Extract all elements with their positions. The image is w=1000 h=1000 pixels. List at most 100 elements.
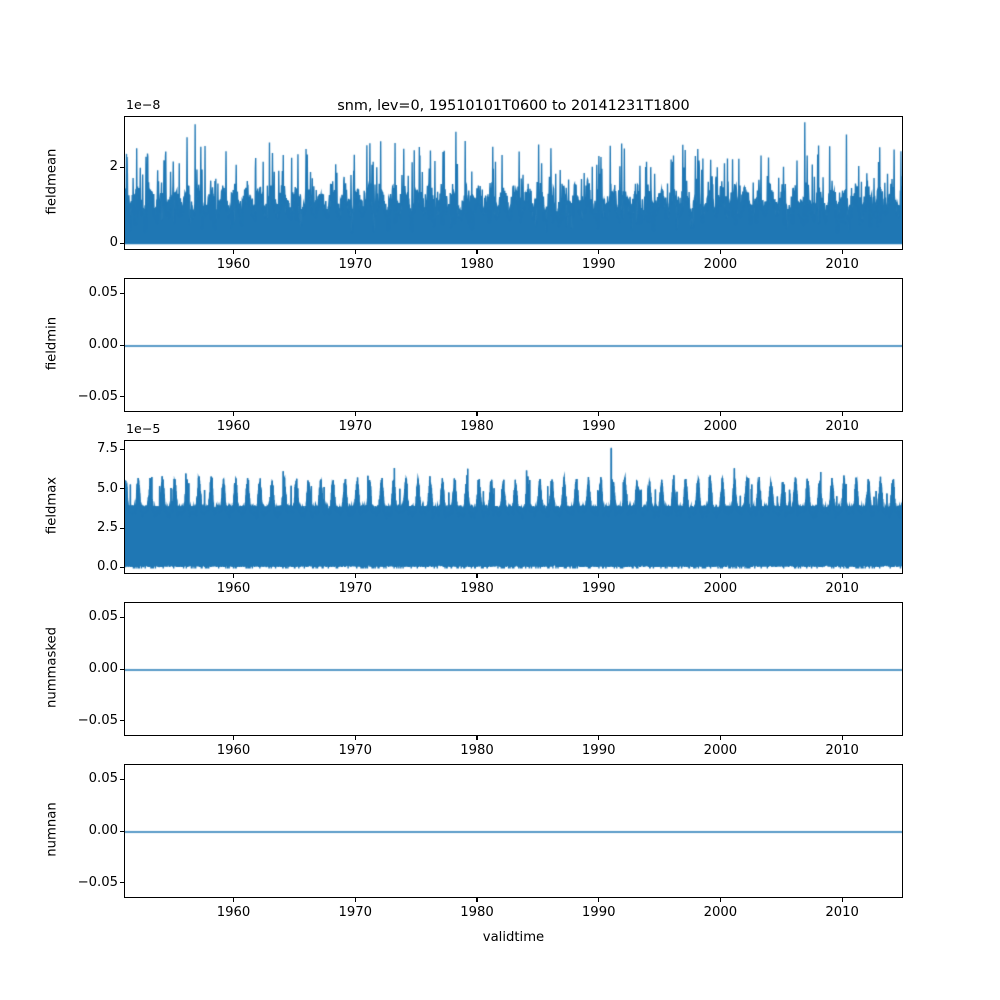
x-tick-mark — [719, 250, 722, 254]
y-tick-label: 0.00 — [88, 337, 118, 352]
y-tick-label: 0.0 — [97, 559, 118, 575]
x-tick-mark — [354, 898, 356, 902]
x-tick-label: 1970 — [338, 581, 373, 596]
series-fieldmax — [125, 441, 902, 573]
y-tick-mark — [120, 668, 124, 670]
x-tick-mark — [841, 574, 843, 578]
y-tick-label: 5.0 — [97, 480, 118, 496]
y-tick-mark — [120, 396, 124, 398]
x-axis-label: validtime — [482, 930, 545, 945]
x-tick-label: 2000 — [703, 581, 738, 596]
plot-area-fieldmean — [124, 116, 903, 250]
x-tick-label: 2000 — [703, 743, 738, 758]
x-tick-label: 1990 — [581, 257, 616, 272]
x-tick-mark — [719, 574, 722, 578]
y-tick-label: 0.00 — [88, 661, 118, 676]
x-tick-mark — [233, 412, 235, 416]
y-tick-mark — [120, 166, 124, 168]
y-tick-label: 0 — [109, 235, 118, 251]
y-tick-mark — [120, 292, 124, 295]
x-tick-label: 1980 — [460, 743, 494, 758]
x-tick-label: 1960 — [216, 257, 251, 272]
x-tick-label: 2010 — [825, 581, 859, 596]
x-tick-label: 1980 — [460, 581, 494, 596]
y-tick-mark — [120, 616, 124, 619]
y-tick-mark — [120, 778, 124, 781]
x-tick-mark — [841, 736, 843, 740]
x-tick-label: 1980 — [460, 905, 494, 920]
y-tick-mark — [120, 344, 124, 346]
x-tick-label: 1980 — [460, 257, 494, 272]
plot-area-numnan — [124, 764, 903, 898]
x-tick-mark — [233, 898, 235, 902]
x-tick-label: 1990 — [581, 905, 616, 920]
x-tick-label: 1960 — [216, 743, 251, 758]
x-tick-mark — [354, 412, 356, 416]
x-tick-mark — [598, 250, 600, 254]
x-tick-mark — [476, 574, 478, 578]
x-tick-label: 2010 — [825, 743, 859, 758]
y-tick-label: 2 — [109, 159, 118, 175]
x-tick-mark — [841, 412, 843, 416]
y-tick-mark — [120, 720, 124, 722]
y-tick-label: 0.00 — [88, 823, 118, 838]
x-tick-mark — [476, 898, 478, 902]
x-tick-mark — [354, 574, 356, 578]
x-tick-mark — [476, 250, 478, 254]
y-axis-offset-fieldmax: 1e−5 — [126, 421, 161, 436]
y-tick-mark — [120, 566, 124, 568]
x-tick-mark — [841, 250, 843, 254]
x-tick-mark — [841, 898, 843, 902]
series-fieldmin — [125, 279, 902, 411]
y-tick-label: −0.05 — [77, 874, 118, 890]
x-tick-label: 1960 — [216, 905, 251, 920]
x-tick-label: 2000 — [703, 419, 738, 434]
x-tick-label: 2010 — [825, 905, 859, 920]
x-tick-label: 1970 — [338, 419, 373, 434]
x-tick-label: 2000 — [703, 905, 738, 920]
y-tick-label: −0.05 — [77, 712, 118, 728]
x-tick-label: 1990 — [581, 581, 616, 596]
x-tick-label: 1970 — [338, 257, 373, 272]
x-tick-label: 2000 — [703, 257, 738, 272]
plot-area-fieldmin — [124, 278, 903, 412]
x-tick-label: 1970 — [338, 743, 373, 758]
y-axis-label-fieldmean: fieldmean — [44, 148, 60, 215]
y-tick-mark — [120, 448, 124, 451]
x-tick-mark — [719, 898, 722, 902]
x-tick-mark — [598, 898, 600, 902]
x-tick-mark — [719, 412, 722, 416]
x-tick-mark — [233, 736, 235, 740]
x-tick-label: 1990 — [581, 743, 616, 758]
plot-area-nummasked — [124, 602, 903, 736]
x-tick-mark — [233, 574, 235, 578]
y-tick-mark — [120, 830, 124, 832]
series-nummasked — [125, 603, 902, 735]
y-tick-mark — [120, 527, 124, 529]
y-tick-label: −0.05 — [77, 388, 118, 404]
x-tick-mark — [598, 736, 600, 740]
y-tick-label: 2.5 — [97, 520, 118, 536]
series-fieldmean — [125, 117, 902, 249]
x-tick-mark — [719, 736, 722, 740]
y-axis-label-fieldmax: fieldmax — [44, 476, 60, 535]
series-numnan — [125, 765, 902, 897]
x-tick-mark — [598, 574, 600, 578]
x-tick-label: 1990 — [581, 419, 616, 434]
y-tick-mark — [120, 882, 124, 884]
y-tick-mark — [120, 242, 124, 244]
x-tick-mark — [233, 250, 235, 254]
x-tick-label: 1970 — [338, 905, 373, 920]
y-tick-label: 7.5 — [97, 441, 118, 457]
y-tick-label: 0.05 — [88, 609, 118, 625]
plot-area-fieldmax — [124, 440, 903, 574]
x-tick-label: 1960 — [216, 581, 251, 596]
chart-title: snm, lev=0, 19510101T0600 to 20141231T18… — [337, 98, 690, 114]
x-tick-label: 1960 — [216, 419, 251, 434]
y-tick-label: 0.05 — [88, 771, 118, 787]
x-tick-mark — [354, 250, 356, 254]
x-tick-mark — [476, 412, 478, 416]
x-tick-mark — [598, 412, 600, 416]
y-axis-offset-fieldmean: 1e−8 — [126, 97, 161, 112]
